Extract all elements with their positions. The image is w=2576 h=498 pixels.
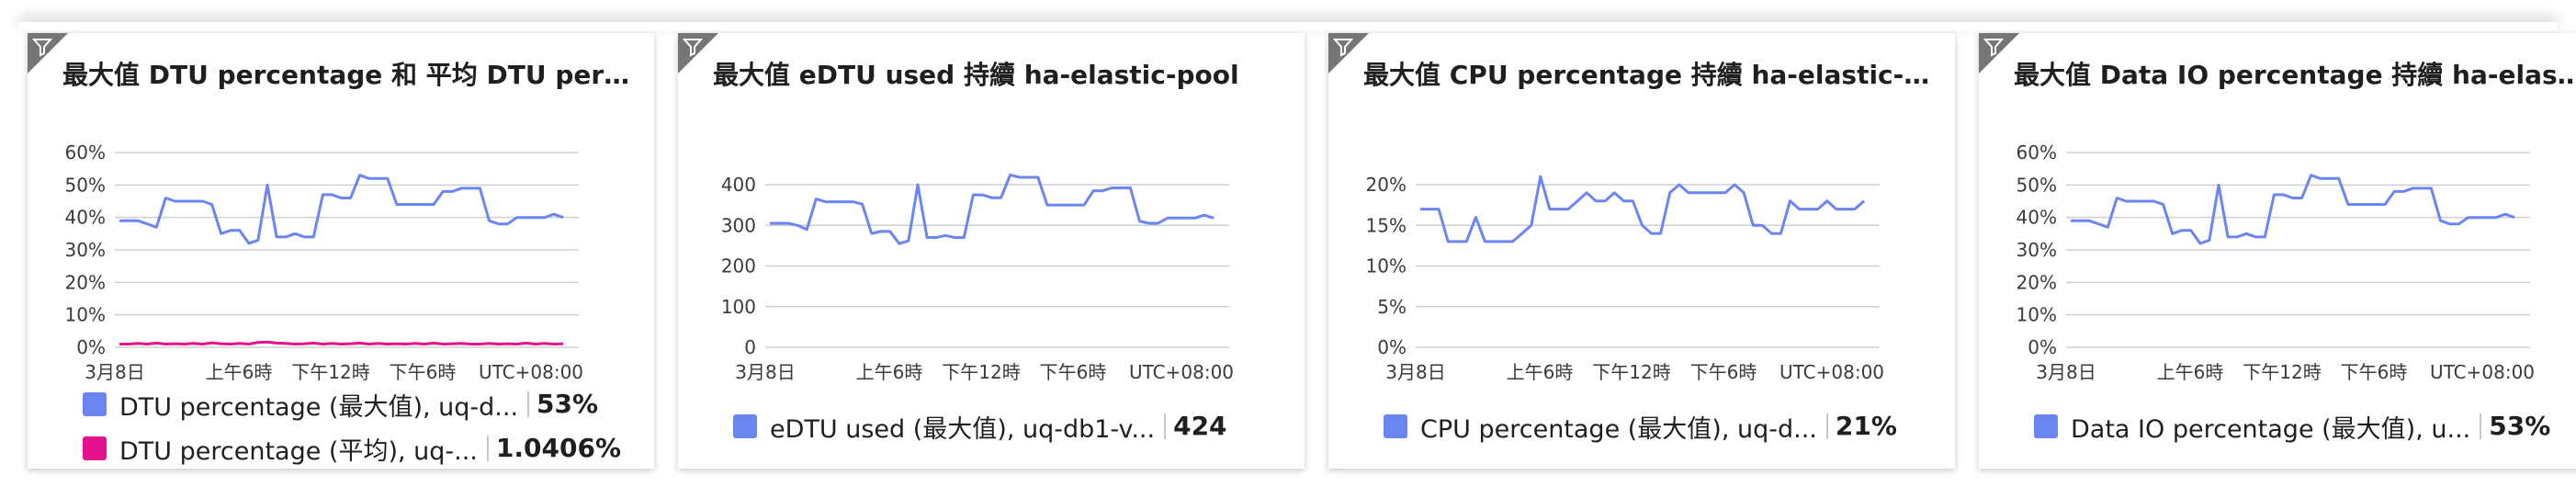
- tile-title[interactable]: 最大值 DTU percentage 和 平均 DTU percen...: [62, 60, 641, 90]
- legend-item[interactable]: Data IO percentage (最大值), u... 53%: [2034, 410, 2550, 444]
- legend-item[interactable]: DTU percentage (平均), uq-... 1.0406%: [83, 432, 621, 466]
- tile-title[interactable]: 最大值 CPU percentage 持續 ha-elastic-pool: [1363, 60, 1942, 90]
- filter-icon[interactable]: [28, 33, 68, 74]
- y-tick-label: 50%: [2017, 174, 2057, 196]
- y-tick-label: 15%: [1366, 214, 1407, 236]
- y-tick-label: 300: [721, 214, 756, 236]
- legend-swatch: [2034, 414, 2058, 438]
- x-tick-label: 3月8日: [85, 361, 144, 383]
- y-tick-label: 40%: [65, 207, 106, 229]
- y-tick-label: 10%: [65, 304, 106, 326]
- x-tick-label: 上午6時: [2157, 361, 2224, 383]
- x-tick-label: 上午6時: [1507, 361, 1574, 383]
- y-tick-label: 10%: [1366, 255, 1407, 277]
- x-tick-label: 下午12時: [291, 361, 369, 383]
- y-tick-label: 20%: [2017, 271, 2057, 293]
- y-tick-label: 200: [721, 255, 756, 277]
- y-tick-label: 60%: [65, 141, 106, 164]
- y-tick-label: 0: [744, 336, 756, 358]
- timezone-label: UTC+08:00: [1779, 361, 1884, 383]
- legend-value: 21%: [1825, 413, 1897, 439]
- line-chart: 0% 5% 10% 15% 20% 3月8日 上午6時 下午12時 下午6時 UTC+08:00: [1366, 174, 1884, 383]
- tile-data-io-percentage[interactable]: 最大值 Data IO percentage 持續 ha-elastic-...…: [1979, 33, 2576, 469]
- line-chart: 0% 10% 20% 30% 40% 50% 60% 3月8日 上午6時 下午12時 下午6時 UTC…: [65, 141, 583, 383]
- x-tick-label: 下午6時: [390, 361, 457, 383]
- line-chart: 0 100 200 300 400 3月8日 上午6時 下午12時 下午6時 UTC+08:00: [721, 173, 1234, 383]
- filter-icon[interactable]: [678, 33, 718, 74]
- tile-title[interactable]: 最大值 eDTU used 持續 ha-elastic-pool: [713, 60, 1239, 90]
- y-tick-label: 400: [721, 174, 756, 196]
- x-tick-label: 下午6時: [2341, 361, 2408, 383]
- timezone-label: UTC+08:00: [2430, 361, 2535, 383]
- timezone-label: UTC+08:00: [1129, 361, 1234, 383]
- x-tick-label: 下午12時: [1592, 361, 1670, 383]
- y-tick-label: 60%: [2017, 141, 2057, 164]
- x-tick-label: 3月8日: [735, 361, 795, 383]
- legend-item[interactable]: eDTU used (最大值), uq-db1-v... 424: [733, 410, 1227, 444]
- tile-cpu-percentage[interactable]: 最大值 CPU percentage 持續 ha-elastic-pool 0%…: [1328, 33, 1955, 469]
- y-tick-label: 0%: [2028, 336, 2057, 358]
- legend-label: DTU percentage (最大值), uq-d...: [119, 392, 519, 422]
- legend-item[interactable]: DTU percentage (最大值), uq-d... 53%: [83, 388, 598, 422]
- y-tick-label: 0%: [76, 336, 106, 358]
- x-tick-label: 3月8日: [1385, 361, 1445, 383]
- tile-dtu-percentage[interactable]: 最大值 DTU percentage 和 平均 DTU percen... 0%…: [28, 33, 654, 469]
- legend-swatch: [83, 392, 107, 416]
- x-tick-label: 下午6時: [1690, 361, 1757, 383]
- x-tick-label: 下午6時: [1040, 361, 1107, 383]
- legend-label: DTU percentage (平均), uq-...: [119, 436, 478, 466]
- series-line-0[interactable]: [770, 173, 1215, 245]
- legend-swatch: [733, 414, 757, 438]
- x-tick-label: 3月8日: [2036, 361, 2096, 383]
- x-tick-label: 上午6時: [206, 361, 273, 383]
- y-tick-label: 5%: [1377, 296, 1407, 318]
- y-tick-label: 100: [721, 296, 756, 318]
- legend-label: CPU percentage (最大值), uq-d...: [1420, 414, 1817, 444]
- filter-icon[interactable]: [1979, 33, 2019, 74]
- timezone-label: UTC+08:00: [479, 361, 583, 383]
- y-tick-label: 20%: [1366, 174, 1407, 196]
- filter-icon[interactable]: [1328, 33, 1369, 74]
- y-tick-label: 20%: [65, 271, 106, 293]
- x-tick-label: 下午12時: [942, 361, 1020, 383]
- legend-value: 424: [1164, 413, 1227, 439]
- legend-label: eDTU used (最大值), uq-db1-v...: [770, 414, 1156, 444]
- legend-label: Data IO percentage (最大值), u...: [2071, 414, 2471, 444]
- series-line-0[interactable]: [2071, 174, 2515, 245]
- series-line-0[interactable]: [119, 174, 564, 245]
- y-tick-label: 40%: [2017, 207, 2057, 229]
- y-tick-label: 50%: [65, 174, 106, 196]
- legend-swatch: [1384, 414, 1407, 438]
- series-line-0[interactable]: [1420, 175, 1865, 243]
- x-tick-label: 上午6時: [856, 361, 923, 383]
- legend-item[interactable]: CPU percentage (最大值), uq-d... 21%: [1384, 410, 1897, 444]
- legend-swatch: [83, 436, 107, 460]
- legend-value: 53%: [2480, 413, 2550, 439]
- legend-value: 53%: [527, 391, 598, 417]
- series-line-1[interactable]: [119, 340, 564, 345]
- y-tick-label: 10%: [2017, 304, 2057, 326]
- tile-title[interactable]: 最大值 Data IO percentage 持續 ha-elastic-...: [2014, 60, 2576, 90]
- x-tick-label: 下午12時: [2243, 361, 2321, 383]
- y-tick-label: 0%: [1377, 336, 1407, 358]
- y-tick-label: 30%: [65, 239, 106, 261]
- line-chart: 0% 10% 20% 30% 40% 50% 60% 3月8日 上午6時 下午12時 下午6時 UTC…: [2017, 141, 2535, 383]
- y-tick-label: 30%: [2017, 239, 2057, 261]
- legend-value: 1.0406%: [486, 436, 621, 461]
- tile-edtu-used[interactable]: 最大值 eDTU used 持續 ha-elastic-pool 0 100 200…: [678, 33, 1305, 469]
